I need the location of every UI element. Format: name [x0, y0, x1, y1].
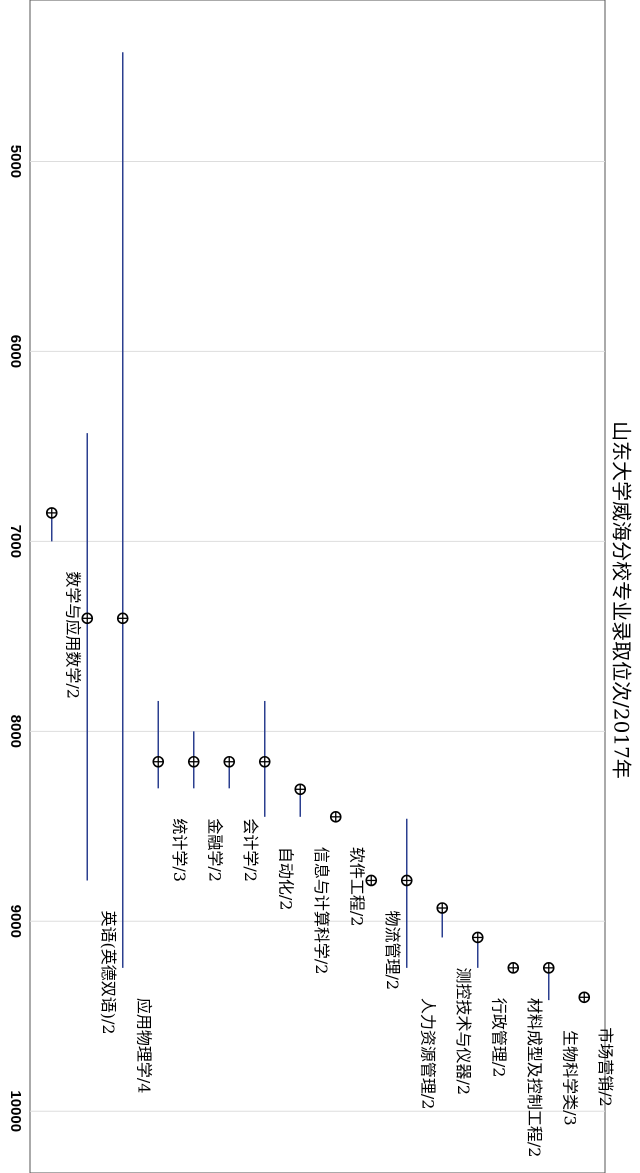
- dot: [578, 991, 591, 1004]
- dot: [152, 755, 165, 768]
- plot-area: [29, 0, 606, 1173]
- category-label: 金融学/2: [205, 818, 224, 882]
- dot: [294, 783, 307, 796]
- dot: [507, 962, 520, 974]
- y-tick-label: 6000: [7, 335, 24, 368]
- y-tick-label: 10000: [7, 1090, 24, 1132]
- y-tick-label: 8000: [7, 715, 24, 748]
- category-label: 数学与应用数学/2: [63, 571, 82, 699]
- dot: [187, 755, 200, 768]
- category-label: 市场营销/2: [596, 1027, 615, 1107]
- dot: [436, 902, 449, 914]
- dot: [81, 612, 94, 625]
- category-label: 行政管理/2: [489, 998, 508, 1078]
- dot: [116, 612, 129, 625]
- y-tick-label: 7000: [7, 525, 24, 558]
- category-label: 物流管理/2: [383, 910, 402, 990]
- dot: [223, 755, 236, 768]
- category-label: 会计学/2: [241, 818, 260, 882]
- dot: [542, 962, 555, 974]
- y-tick-label: 5000: [7, 145, 24, 178]
- dot: [45, 507, 58, 519]
- category-label: 生物科学类/3: [560, 1030, 579, 1126]
- dot: [365, 874, 378, 887]
- category-label: 英语(英德双语)/2: [99, 910, 118, 1034]
- category-label: 软件工程/2: [347, 847, 366, 927]
- chart-title: 山东大学威海分校专业录取位次/2017年: [610, 421, 634, 779]
- category-label: 统计学/3: [170, 818, 189, 882]
- dot: [329, 811, 342, 823]
- category-label: 信息与计算科学/2: [312, 847, 331, 975]
- category-label: 人力资源管理/2: [418, 998, 437, 1110]
- dot: [258, 755, 271, 768]
- dot: [471, 931, 484, 944]
- category-label: 测控技术与仪器/2: [454, 967, 473, 1095]
- category-label: 应用物理学/4: [134, 998, 153, 1094]
- y-tick-label: 9000: [7, 905, 24, 938]
- category-label: 自动化/2: [276, 847, 295, 911]
- category-label: 材料成型及控制工程/2: [525, 998, 544, 1158]
- dot: [400, 874, 413, 887]
